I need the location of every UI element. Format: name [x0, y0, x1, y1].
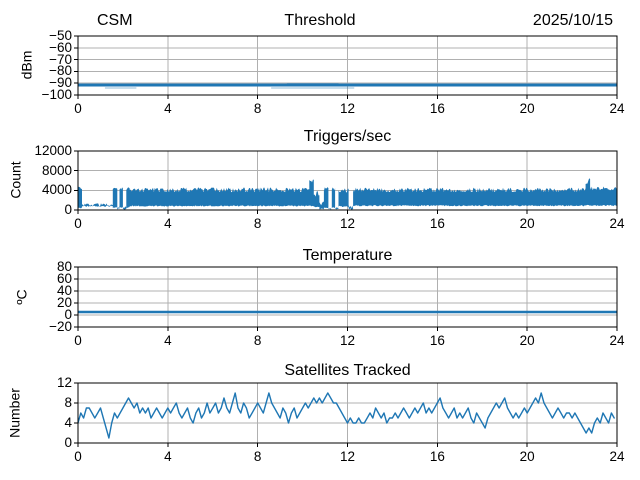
y-tick-label: −50 [49, 28, 72, 43]
x-tick-label: 0 [74, 449, 82, 464]
y-axis-label-number: Number [6, 388, 23, 438]
subplot-1-series [78, 178, 617, 210]
x-tick-label: 16 [429, 216, 445, 231]
y-tick-label: −60 [49, 39, 72, 55]
x-tick-label: 24 [609, 333, 625, 348]
y-tick-label: 80 [56, 259, 72, 274]
y-tick-label: 0 [64, 307, 72, 322]
x-tick-label: 4 [164, 333, 172, 348]
x-tick-label: 4 [164, 101, 172, 116]
x-tick-label: 12 [339, 449, 356, 464]
x-tick-label: 4 [164, 216, 172, 231]
x-tick-label: 12 [339, 216, 356, 231]
x-tick-label: 24 [609, 449, 625, 464]
subplot-1-axes [74, 150, 618, 214]
y-tick-label: 12 [56, 375, 72, 390]
y-tick-label: −80 [49, 63, 72, 79]
x-tick-label: 16 [429, 101, 445, 116]
y-tick-label: 0 [64, 202, 72, 217]
subplot-0-grid [78, 36, 617, 95]
y-tick-label: 0 [64, 435, 72, 450]
x-tick-label: 8 [253, 333, 262, 348]
x-tick-label: 12 [339, 333, 356, 348]
x-tick-label: 8 [253, 216, 262, 231]
chart-title-threshold: Threshold [284, 12, 356, 29]
x-tick-label: 8 [253, 449, 262, 464]
x-tick-label: 4 [164, 449, 172, 464]
y-tick-label: 4 [64, 415, 72, 430]
y-tick-label: 4000 [41, 182, 72, 198]
x-tick-label: 16 [429, 333, 445, 348]
header-left-title: CSM [97, 12, 133, 29]
x-tick-label: 24 [609, 216, 625, 231]
y-tick-label: 60 [56, 271, 72, 286]
x-tick-label: 20 [519, 216, 535, 231]
y-tick-label: 20 [56, 295, 72, 310]
x-tick-label: 0 [74, 333, 82, 348]
x-tick-label: 0 [74, 101, 82, 116]
y-tick-label: −90 [49, 75, 72, 91]
y-tick-label: 40 [56, 283, 72, 298]
subplot-0-series [78, 83, 617, 89]
chart-title-triggers: Triggers/sec [303, 128, 392, 145]
subplot-3-axes [74, 382, 618, 447]
subplot-3-series [77, 392, 615, 439]
x-tick-label: 8 [253, 101, 262, 116]
x-tick-label: 24 [609, 101, 625, 116]
subplot-2-axes [74, 266, 618, 331]
x-tick-label: 20 [519, 449, 535, 464]
y-tick-label: −100 [41, 87, 72, 102]
x-tick-label: 12 [339, 101, 356, 116]
y-tick-label: 8000 [41, 162, 72, 178]
x-tick-label: 16 [429, 449, 445, 464]
y-tick-label: 12000 [34, 143, 72, 158]
y-tick-label: −20 [49, 319, 72, 334]
x-tick-label: 0 [74, 216, 82, 231]
y-tick-label: 8 [64, 395, 72, 410]
subplot-2-grid [78, 267, 617, 327]
chart-title-temperature: Temperature [302, 247, 393, 264]
chart-title-satellites: Satellites Tracked [284, 362, 411, 379]
x-tick-label: 20 [519, 333, 535, 348]
subplot-0-axes [74, 35, 618, 99]
y-tick-label: −70 [49, 51, 72, 67]
x-tick-label: 20 [519, 101, 535, 116]
header-date: 2025/10/15 [532, 12, 613, 29]
